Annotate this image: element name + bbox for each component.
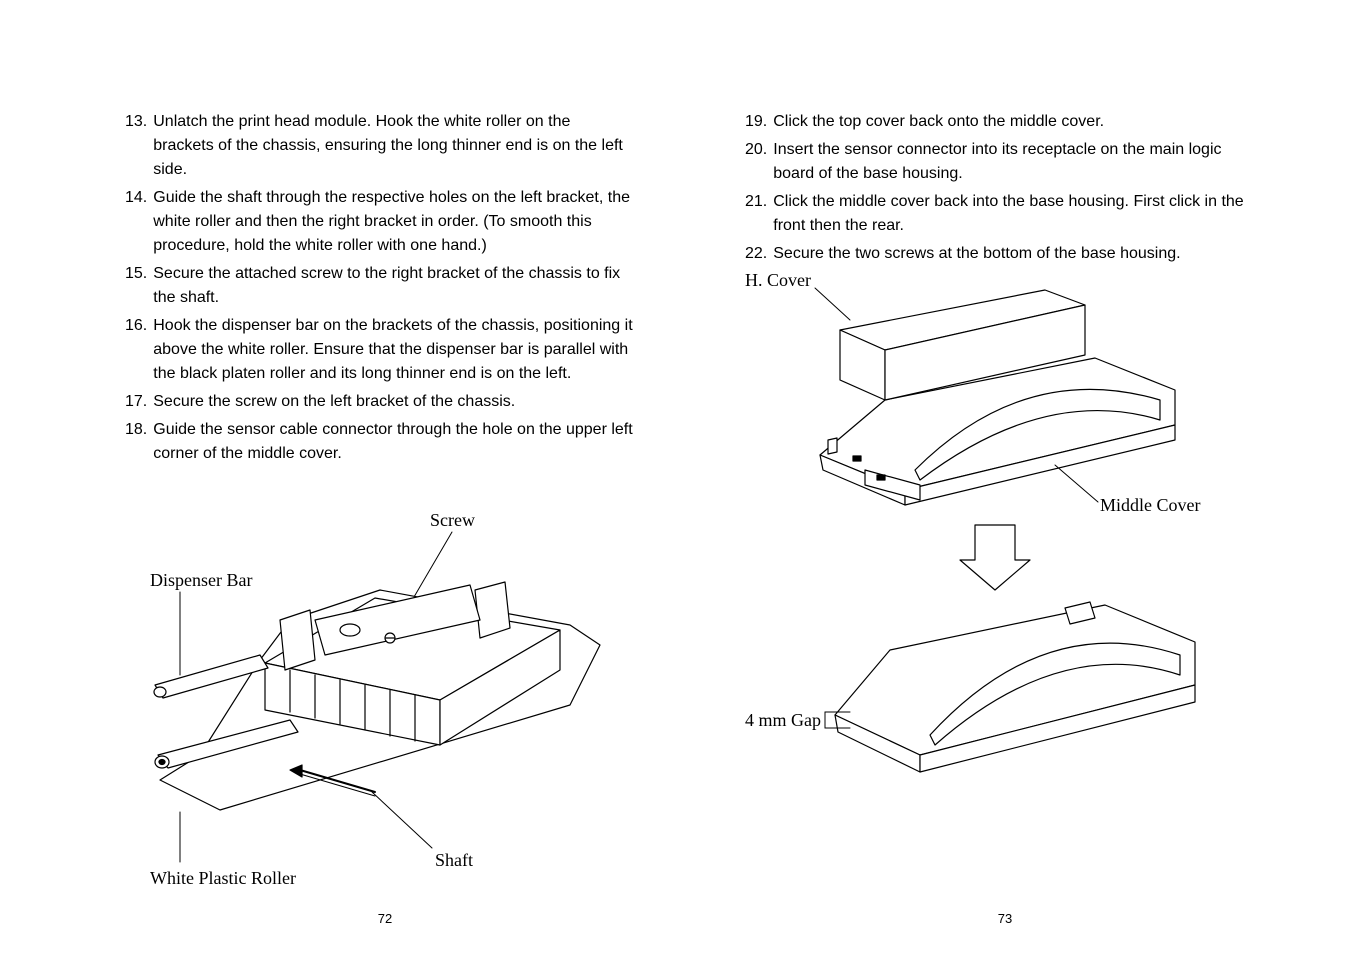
step-text: Click the middle cover back into the bas… xyxy=(767,190,1255,238)
step-num: 19. xyxy=(745,110,767,134)
step-22: 22. Secure the two screws at the bottom … xyxy=(745,242,1255,266)
step-num: 21. xyxy=(745,190,767,238)
label-4mm-gap: 4 mm Gap xyxy=(745,710,821,731)
step-14: 14. Guide the shaft through the respecti… xyxy=(125,186,635,258)
step-text: Secure the screw on the left bracket of … xyxy=(147,390,635,414)
label-white-plastic-roller: White Plastic Roller xyxy=(150,868,296,889)
step-text: Click the top cover back onto the middle… xyxy=(767,110,1255,134)
step-16: 16. Hook the dispenser bar on the bracke… xyxy=(125,314,635,386)
page-number-left: 72 xyxy=(125,911,645,926)
step-18: 18. Guide the sensor cable connector thr… xyxy=(125,418,635,466)
label-h-cover: H. Cover xyxy=(745,270,811,291)
right-page-text: 19. Click the top cover back onto the mi… xyxy=(745,110,1255,270)
step-text: Secure the attached screw to the right b… xyxy=(147,262,635,310)
left-page-text: 13. Unlatch the print head module. Hook … xyxy=(125,110,635,470)
step-num: 14. xyxy=(125,186,147,258)
step-19: 19. Click the top cover back onto the mi… xyxy=(745,110,1255,134)
step-text: Insert the sensor connector into its rec… xyxy=(767,138,1255,186)
step-num: 20. xyxy=(745,138,767,186)
step-text: Guide the shaft through the respective h… xyxy=(147,186,635,258)
step-text: Unlatch the print head module. Hook the … xyxy=(147,110,635,182)
step-num: 18. xyxy=(125,418,147,466)
step-text: Hook the dispenser bar on the brackets o… xyxy=(147,314,635,386)
step-text: Guide the sensor cable connector through… xyxy=(147,418,635,466)
label-dispenser-bar: Dispenser Bar xyxy=(150,570,252,591)
step-15: 15. Secure the attached screw to the rig… xyxy=(125,262,635,310)
label-middle-cover: Middle Cover xyxy=(1100,495,1201,516)
step-21: 21. Click the middle cover back into the… xyxy=(745,190,1255,238)
step-num: 22. xyxy=(745,242,767,266)
page-number-right: 73 xyxy=(745,911,1265,926)
step-num: 16. xyxy=(125,314,147,386)
step-13: 13. Unlatch the print head module. Hook … xyxy=(125,110,635,182)
step-num: 13. xyxy=(125,110,147,182)
step-20: 20. Insert the sensor connector into its… xyxy=(745,138,1255,186)
step-num: 17. xyxy=(125,390,147,414)
right-figure: H. Cover Middle Cover 4 mm Gap xyxy=(745,270,1235,790)
step-17: 17. Secure the screw on the left bracket… xyxy=(125,390,635,414)
step-num: 15. xyxy=(125,262,147,310)
chassis-diagram-icon xyxy=(140,510,620,890)
step-text: Secure the two screws at the bottom of t… xyxy=(767,242,1255,266)
label-screw: Screw xyxy=(430,510,475,531)
left-figure: Screw Dispenser Bar Shaft White Plastic … xyxy=(140,510,620,890)
label-shaft: Shaft xyxy=(435,850,473,871)
